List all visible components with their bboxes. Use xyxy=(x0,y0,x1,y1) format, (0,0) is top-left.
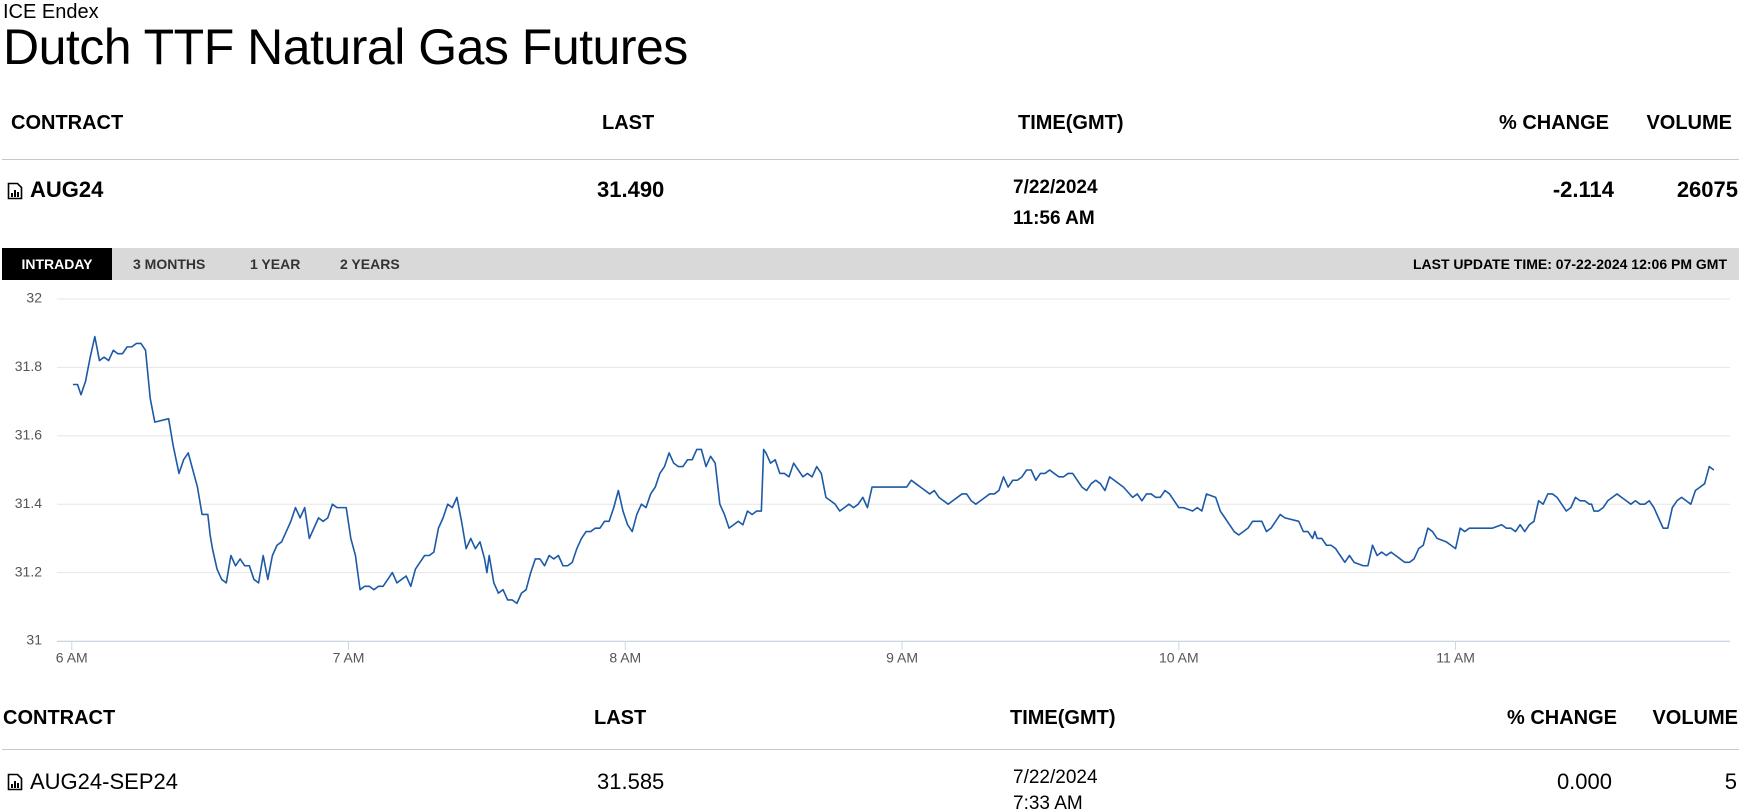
x-tick-label: 7 AM xyxy=(333,650,365,666)
chart-icon[interactable] xyxy=(7,182,23,200)
last-update: LAST UPDATE TIME: 07-22-2024 12:06 PM GM… xyxy=(1412,256,1727,272)
y-tick-label: 31.6 xyxy=(15,427,42,443)
column-header: LAST xyxy=(594,707,647,729)
x-tick-label: 9 AM xyxy=(886,650,918,666)
trade-date: 7/22/2024 xyxy=(1013,767,1098,788)
column-header: VOLUME xyxy=(1646,112,1732,134)
y-tick-label: 31.8 xyxy=(15,358,42,374)
price-line xyxy=(72,335,1715,605)
contract-name[interactable]: AUG24 xyxy=(30,177,104,202)
divider xyxy=(2,749,1739,750)
y-tick-label: 31 xyxy=(26,632,42,648)
x-tick-label: 10 AM xyxy=(1159,650,1199,666)
percent-change: -2.114 xyxy=(1552,177,1614,202)
y-tick-label: 31.4 xyxy=(15,495,42,511)
trade-time: 11:56 AM xyxy=(1013,208,1095,229)
volume: 5 xyxy=(1724,769,1737,794)
x-tick-label: 8 AM xyxy=(609,650,641,666)
column-header: TIME(GMT) xyxy=(1010,707,1116,729)
intraday-chart: 31 31.2 31.4 31.6 31.8 32 6 AM 7 AM 8 AM 9 AM 10 A… xyxy=(15,290,1730,666)
column-header: LAST xyxy=(602,112,655,134)
y-tick-label: 32 xyxy=(26,290,42,306)
percent-change: 0.000 xyxy=(1556,769,1612,794)
last-price: 31.490 xyxy=(597,177,665,202)
x-tick-label: 6 AM xyxy=(56,650,88,666)
x-tick-label: 11 AM xyxy=(1436,650,1475,666)
source: ICE Endex xyxy=(3,1,99,23)
chart-icon[interactable] xyxy=(7,773,23,791)
column-header: % CHANGE xyxy=(1506,707,1617,729)
column-header: CONTRACT xyxy=(11,112,124,134)
divider xyxy=(2,159,1739,160)
column-header: CONTRACT xyxy=(3,707,116,729)
column-header: % CHANGE xyxy=(1498,112,1609,134)
page-title: Dutch TTF Natural Gas Futures xyxy=(3,19,688,75)
tab[interactable]: 2 YEARS xyxy=(340,256,400,272)
column-header: TIME(GMT) xyxy=(1018,112,1124,134)
tab[interactable]: 1 YEAR xyxy=(250,256,301,272)
tab-bar: INTRADAY 3 MONTHS 1 YEAR 2 YEARS LAST UP… xyxy=(2,248,1739,280)
last-price: 31.585 xyxy=(597,769,665,794)
tab[interactable]: 3 MONTHS xyxy=(133,256,206,272)
trade-time: 7:33 AM xyxy=(1013,793,1083,812)
column-header: VOLUME xyxy=(1652,707,1738,729)
trade-date: 7/22/2024 xyxy=(1013,177,1098,198)
tab[interactable]: INTRADAY xyxy=(2,248,112,280)
y-tick-label: 31.2 xyxy=(15,563,42,579)
contract-name[interactable]: AUG24-SEP24 xyxy=(30,769,178,794)
volume: 26075 xyxy=(1676,177,1738,202)
